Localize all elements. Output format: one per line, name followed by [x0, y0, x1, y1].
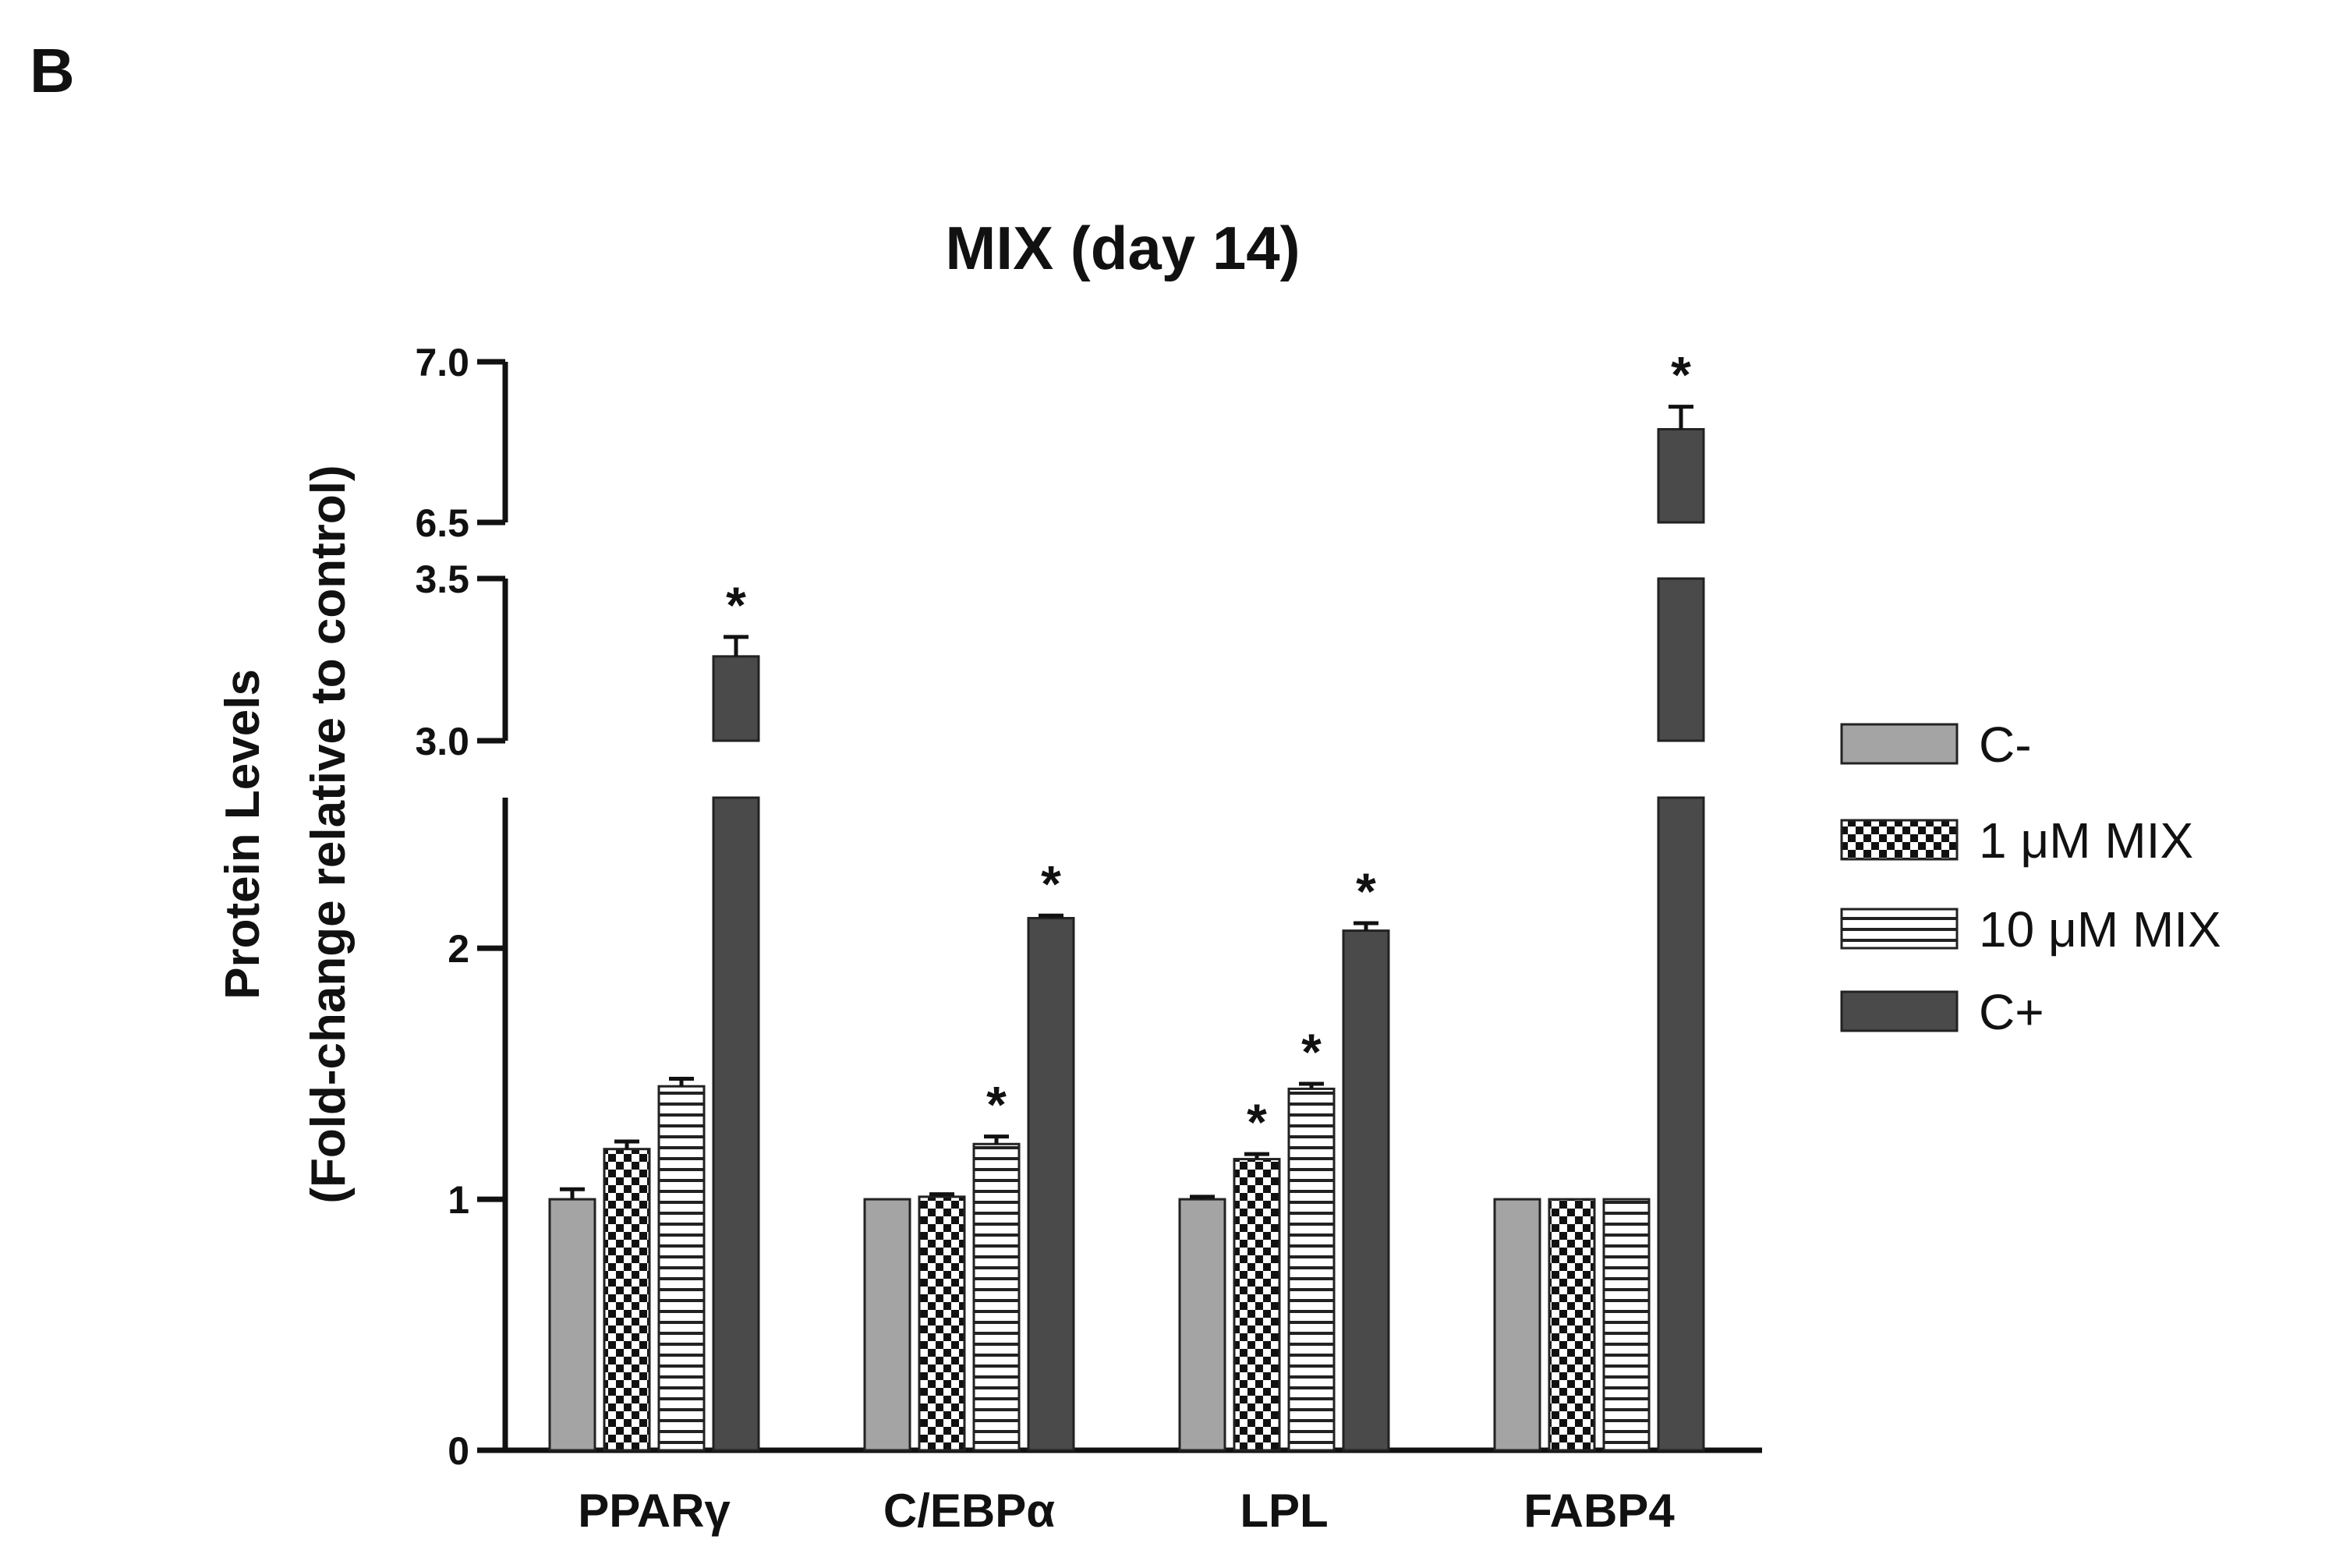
legend-label: C+: [1979, 984, 2044, 1040]
bar-group-item: [918, 1192, 966, 1452]
bar: [1548, 1198, 1596, 1452]
bar-group-item: [603, 1139, 651, 1452]
bar-group-item: *: [1342, 862, 1390, 1452]
bar-group-item: *: [1027, 855, 1075, 1452]
significance-marker: *: [726, 576, 746, 634]
bar: [1602, 1198, 1651, 1452]
y-tick-label: 3.5: [415, 557, 469, 601]
bar: [657, 1085, 706, 1452]
significance-marker: *: [1356, 862, 1376, 920]
legend-label: 10 μM MIX: [1979, 901, 2221, 957]
bar: [1233, 1158, 1281, 1452]
bar-group-item: *: [712, 576, 760, 1452]
legend-item: 1 μM MIX: [1840, 812, 2193, 869]
panel-label: B: [30, 36, 75, 105]
y-tick-label: 6.5: [415, 501, 469, 545]
legend-item: C-: [1840, 717, 2032, 773]
y-tick-label: 7.0: [415, 341, 469, 384]
legend-label: 1 μM MIX: [1979, 812, 2193, 869]
y-axis-label-line1: Protein Levels: [216, 669, 270, 1000]
bar: [1342, 929, 1390, 1452]
legend-swatch: [1840, 990, 1959, 1032]
bar: [603, 1148, 651, 1452]
bar-group-item: *: [1657, 346, 1705, 1452]
bar: [1493, 1198, 1541, 1452]
legend-item: C+: [1840, 984, 2044, 1040]
bar-group-item: [1602, 1198, 1651, 1452]
bar: [712, 796, 760, 1452]
bar: [918, 1195, 966, 1452]
bar: [712, 655, 760, 742]
bar: [972, 1142, 1021, 1452]
bar-group-item: *: [1287, 1023, 1336, 1452]
significance-marker: *: [1671, 346, 1691, 404]
legend-swatch: [1840, 908, 1959, 950]
bar-group-item: [1178, 1195, 1226, 1452]
bar-group-item: [1493, 1198, 1541, 1452]
bar-group-item: [657, 1077, 706, 1452]
bar: [1178, 1198, 1226, 1452]
x-category-label: PPARγ: [578, 1485, 731, 1537]
y-tick-label: 3.0: [415, 720, 469, 763]
bars: * PPARγ * * C/EBPα * * * LPL * FABP4: [548, 346, 1705, 1537]
chart-title: MIX (day 14): [945, 214, 1300, 282]
y-axis-label-line2: (Fold-change relative to control): [302, 465, 356, 1203]
legend-swatch: [1840, 819, 1959, 861]
x-category-label: FABP4: [1523, 1485, 1675, 1537]
significance-marker: *: [986, 1076, 1007, 1134]
bar: [863, 1198, 911, 1452]
y-tick-label: 2: [448, 927, 469, 971]
bar: [1657, 796, 1705, 1452]
bar-group-item: *: [1233, 1093, 1281, 1452]
x-category-label: C/EBPα: [883, 1485, 1055, 1537]
bar-group-item: [548, 1187, 596, 1452]
bar: [1657, 577, 1705, 742]
legend-item: 10 μM MIX: [1840, 901, 2221, 957]
y-tick-label: 0: [448, 1429, 469, 1473]
bar-group-item: *: [972, 1076, 1021, 1452]
bar: [1657, 428, 1705, 524]
x-category-label: LPL: [1240, 1485, 1328, 1537]
significance-marker: *: [1301, 1023, 1322, 1081]
legend-label: C-: [1979, 717, 2032, 773]
bar: [1027, 917, 1075, 1452]
legend-swatch: [1840, 723, 1959, 765]
bar: [1287, 1087, 1336, 1452]
y-axis-label: Protein Levels (Fold-change relative to …: [216, 465, 356, 1203]
y-tick-label: 1: [448, 1178, 469, 1222]
significance-marker: *: [1247, 1093, 1267, 1151]
bar-group-item: [863, 1198, 911, 1452]
bar: [548, 1198, 596, 1452]
bar-group-item: [1548, 1198, 1596, 1452]
legend: C- 1 μM MIX 10 μM MIX C+: [1840, 717, 2221, 1040]
significance-marker: *: [1041, 855, 1061, 912]
